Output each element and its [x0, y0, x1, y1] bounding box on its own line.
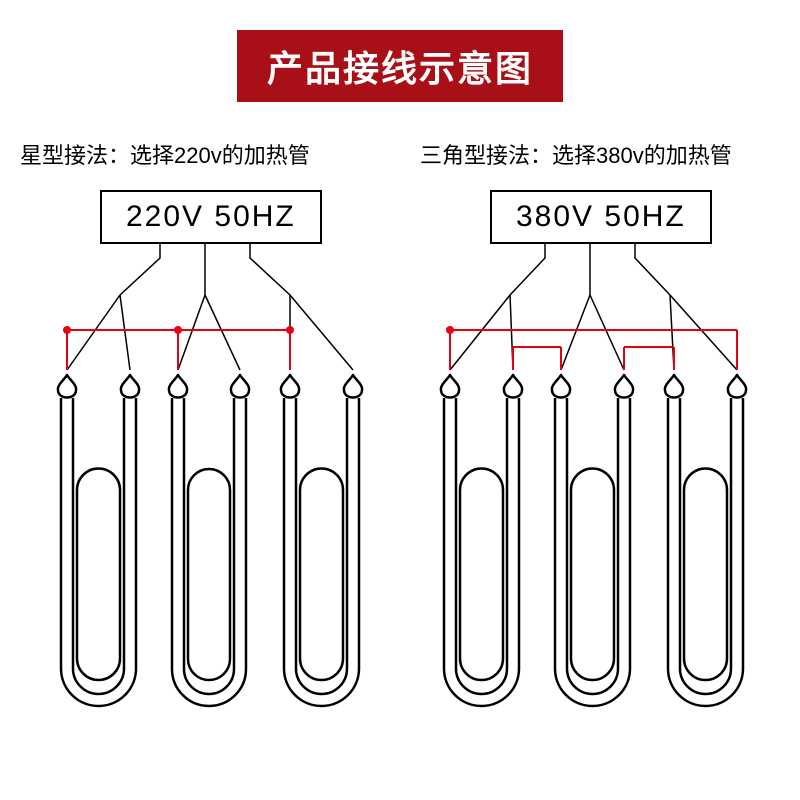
subtitle-delta: 三角型接法：选择380v的加热管 — [420, 138, 732, 170]
subtitle-star: 星型接法：选择220v的加热管 — [20, 138, 310, 170]
voltage-box-380: 380V 50HZ — [490, 190, 712, 244]
title-banner: 产品接线示意图 — [237, 30, 563, 102]
voltage-box-220: 220V 50HZ — [100, 190, 322, 244]
wiring-diagram — [0, 240, 800, 760]
